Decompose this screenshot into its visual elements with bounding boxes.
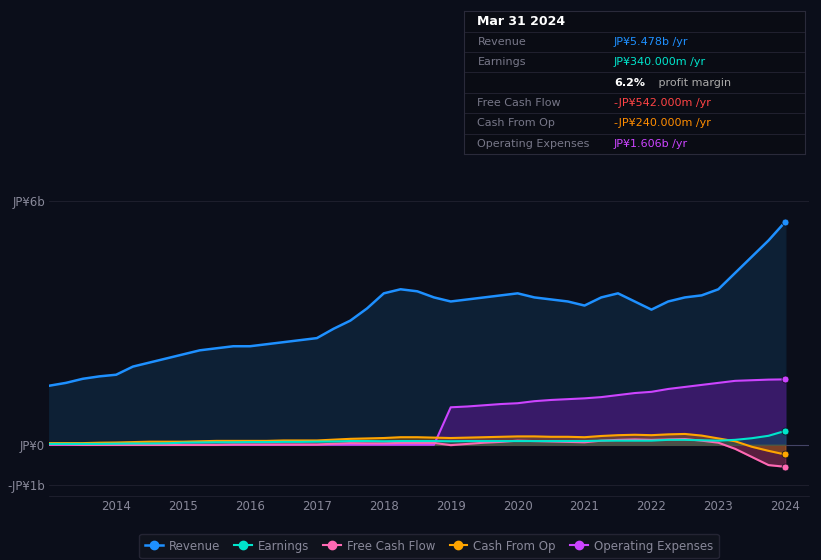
Text: Cash From Op: Cash From Op	[478, 118, 555, 128]
Text: 6.2%: 6.2%	[614, 78, 644, 87]
Text: Earnings: Earnings	[478, 57, 526, 67]
Text: JP¥5.478b /yr: JP¥5.478b /yr	[614, 37, 688, 47]
Text: -JP¥240.000m /yr: -JP¥240.000m /yr	[614, 118, 711, 128]
Text: JP¥1.606b /yr: JP¥1.606b /yr	[614, 139, 688, 149]
Text: -JP¥542.000m /yr: -JP¥542.000m /yr	[614, 98, 711, 108]
Text: profit margin: profit margin	[654, 78, 731, 87]
Text: Operating Expenses: Operating Expenses	[478, 139, 589, 149]
Legend: Revenue, Earnings, Free Cash Flow, Cash From Op, Operating Expenses: Revenue, Earnings, Free Cash Flow, Cash …	[140, 534, 718, 558]
Text: JP¥340.000m /yr: JP¥340.000m /yr	[614, 57, 706, 67]
Text: Free Cash Flow: Free Cash Flow	[478, 98, 561, 108]
Text: Mar 31 2024: Mar 31 2024	[478, 15, 566, 28]
Text: Revenue: Revenue	[478, 37, 526, 47]
